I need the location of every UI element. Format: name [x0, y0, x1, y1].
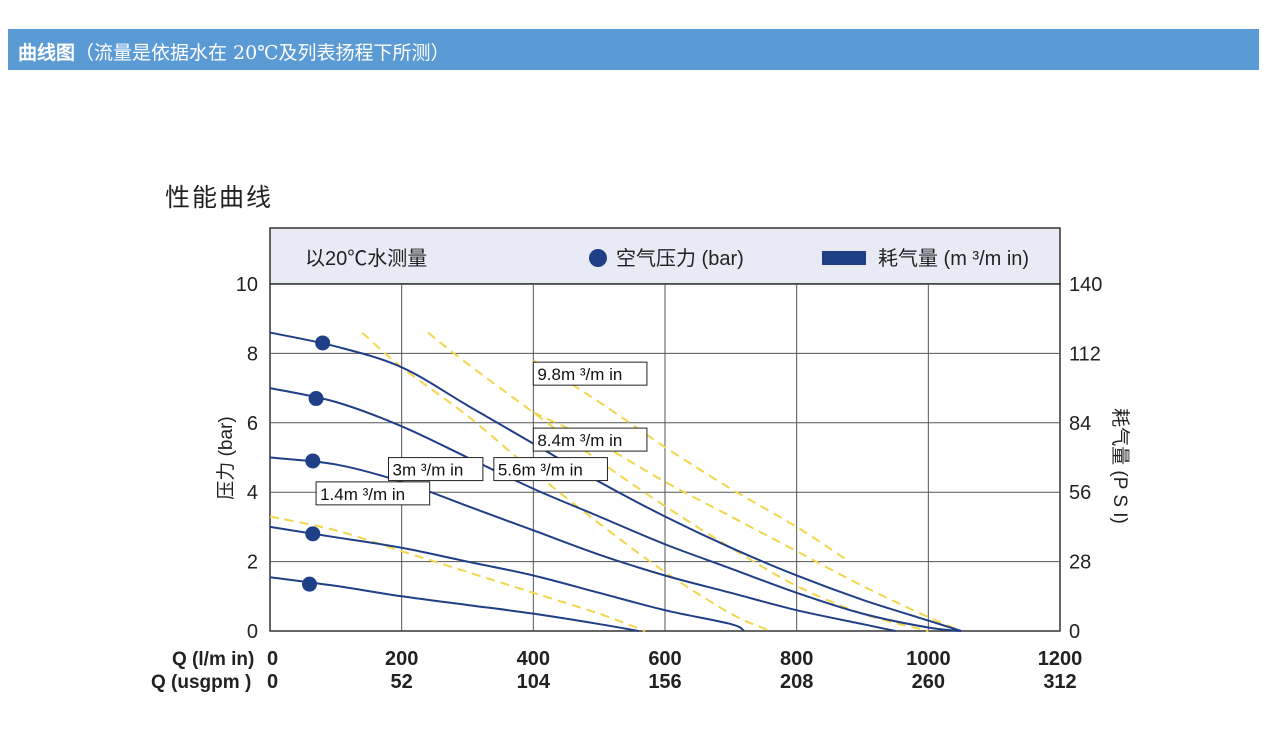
y-left-tick-label: 2: [247, 552, 258, 574]
air-label-text: 5.6m ³/m in: [498, 461, 583, 480]
x-tick-label: 800: [780, 648, 813, 670]
x-tick-label-usgpm: 208: [780, 671, 813, 693]
header-title: 曲线图: [18, 42, 76, 64]
y-left-tick-label: 6: [247, 413, 258, 435]
x-tick-label: 200: [385, 648, 418, 670]
x-tick-label: 1000: [906, 648, 951, 670]
x-axis-label-usgpm: Q (usgpm ): [151, 672, 251, 693]
air-label-box: [532, 361, 648, 386]
y-axis-left-title: 压力 (bar): [215, 416, 237, 499]
legend-pressure-marker: [589, 249, 607, 267]
x-tick-label: 400: [517, 648, 550, 670]
chart-title: 性能曲线: [165, 183, 274, 212]
air-label-text: 3m ³/m in: [393, 461, 464, 480]
header-note: （流量是依据水在 20℃及列表扬程下所测）: [75, 42, 450, 64]
y-left-tick-label: 10: [236, 274, 258, 296]
x-tick-label: 0: [267, 648, 278, 670]
x-tick-label-usgpm: 312: [1043, 671, 1076, 693]
x-tick-label: 600: [648, 648, 681, 670]
x-tick-label-usgpm: 260: [912, 671, 945, 693]
air-curve: [427, 331, 929, 632]
series-marker: [315, 335, 331, 351]
air-curve: [532, 359, 850, 563]
y-left-tick-label: 4: [247, 482, 258, 504]
air-label-box: [315, 481, 431, 506]
axis-ticks: 0246810028568411214000200524001046001568…: [236, 274, 1103, 693]
series-marker: [302, 576, 317, 592]
x-tick-label-usgpm: 0: [267, 671, 278, 693]
series-line: [269, 456, 896, 632]
y-right-tick-label: 140: [1069, 274, 1102, 296]
y-right-tick-label: 84: [1069, 413, 1091, 435]
y-left-tick-label: 8: [247, 343, 258, 365]
series-line: [269, 525, 745, 632]
air-label-box: [388, 457, 484, 482]
legend-air-swatch: [822, 251, 866, 265]
air-curve: [269, 515, 646, 632]
air-curve: [361, 331, 771, 632]
header-text: 曲线图（流量是依据水在 20℃及列表扬程下所测）: [18, 38, 450, 65]
air-label-text: 1.4m ³/m in: [320, 485, 405, 504]
y-right-tick-label: 56: [1069, 482, 1091, 504]
legend-condition: 以20℃水测量: [305, 247, 427, 270]
x-tick-label-usgpm: 104: [517, 671, 551, 693]
series-line: [269, 576, 639, 632]
series-line: [269, 387, 962, 632]
legend-air-label: 耗气量 (m ³/m in): [878, 247, 1029, 270]
series-marker: [305, 526, 321, 542]
series-marker: [305, 453, 321, 469]
series-line: [269, 331, 962, 632]
air-label-box: [532, 427, 648, 452]
y-right-tick-label: 112: [1069, 343, 1101, 365]
y-left-tick-label: 0: [247, 621, 258, 643]
air-label-text: 9.8m ³/m in: [537, 365, 622, 384]
pressure-curves: [269, 331, 962, 632]
x-tick-label: 1200: [1038, 648, 1083, 670]
air-label-text: 8.4m ³/m in: [537, 431, 622, 450]
legend-pressure-label: 空气压力 (bar): [616, 247, 744, 270]
y-axis-right-title: 耗气量 (P S I): [1109, 408, 1131, 524]
x-tick-label-usgpm: 156: [648, 671, 681, 693]
air-labels: 1.4m ³/m in 3m ³/m in 5.6m ³/m in 8.4m ³/m …: [315, 361, 648, 506]
y-right-tick-label: 0: [1069, 621, 1080, 643]
series-marker: [308, 391, 324, 407]
x-tick-label-usgpm: 52: [391, 671, 413, 693]
x-axis-label-lmin: Q (l/m in): [172, 649, 254, 670]
header-bar: 曲线图（流量是依据水在 20℃及列表扬程下所测）: [8, 29, 1259, 70]
y-right-tick-label: 28: [1069, 552, 1091, 574]
air-label-box: [493, 457, 608, 482]
